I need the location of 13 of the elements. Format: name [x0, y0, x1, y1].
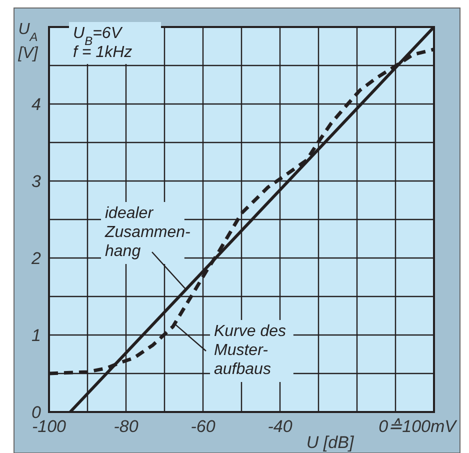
- x-tick-label: 0≙100mV: [378, 417, 458, 436]
- y-tick-label: 2: [30, 248, 42, 268]
- annotation: U$_{B}$=6V f = 1kHz: [73, 25, 132, 61]
- x-tick-label: -80: [114, 417, 139, 436]
- y-tick-label: 4: [32, 94, 41, 114]
- y-tick-label: 1: [32, 326, 41, 345]
- x-axis-title: U [dB]: [306, 433, 355, 452]
- x-tick-label: -60: [190, 417, 216, 436]
- annotation: Kurve des Muster- aufbaus: [214, 323, 286, 378]
- annotation: idealer Zusammen- hang: [104, 205, 190, 260]
- y-tick-label: 3: [32, 172, 42, 191]
- x-tick-label: -40: [268, 417, 293, 436]
- y-axis-title: U$_{A}$ [V]: [17, 21, 38, 62]
